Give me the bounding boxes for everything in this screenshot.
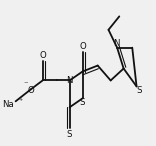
Text: S: S [136,86,141,95]
Text: S: S [67,130,72,139]
Text: ⁺: ⁺ [19,97,23,106]
Text: S: S [80,98,85,107]
Text: ⁻: ⁻ [23,80,28,89]
Text: N: N [66,76,73,85]
Text: Na: Na [2,100,13,109]
Text: O: O [39,51,46,60]
Text: O: O [79,42,86,51]
Text: O: O [27,86,34,95]
Text: N: N [113,39,119,48]
